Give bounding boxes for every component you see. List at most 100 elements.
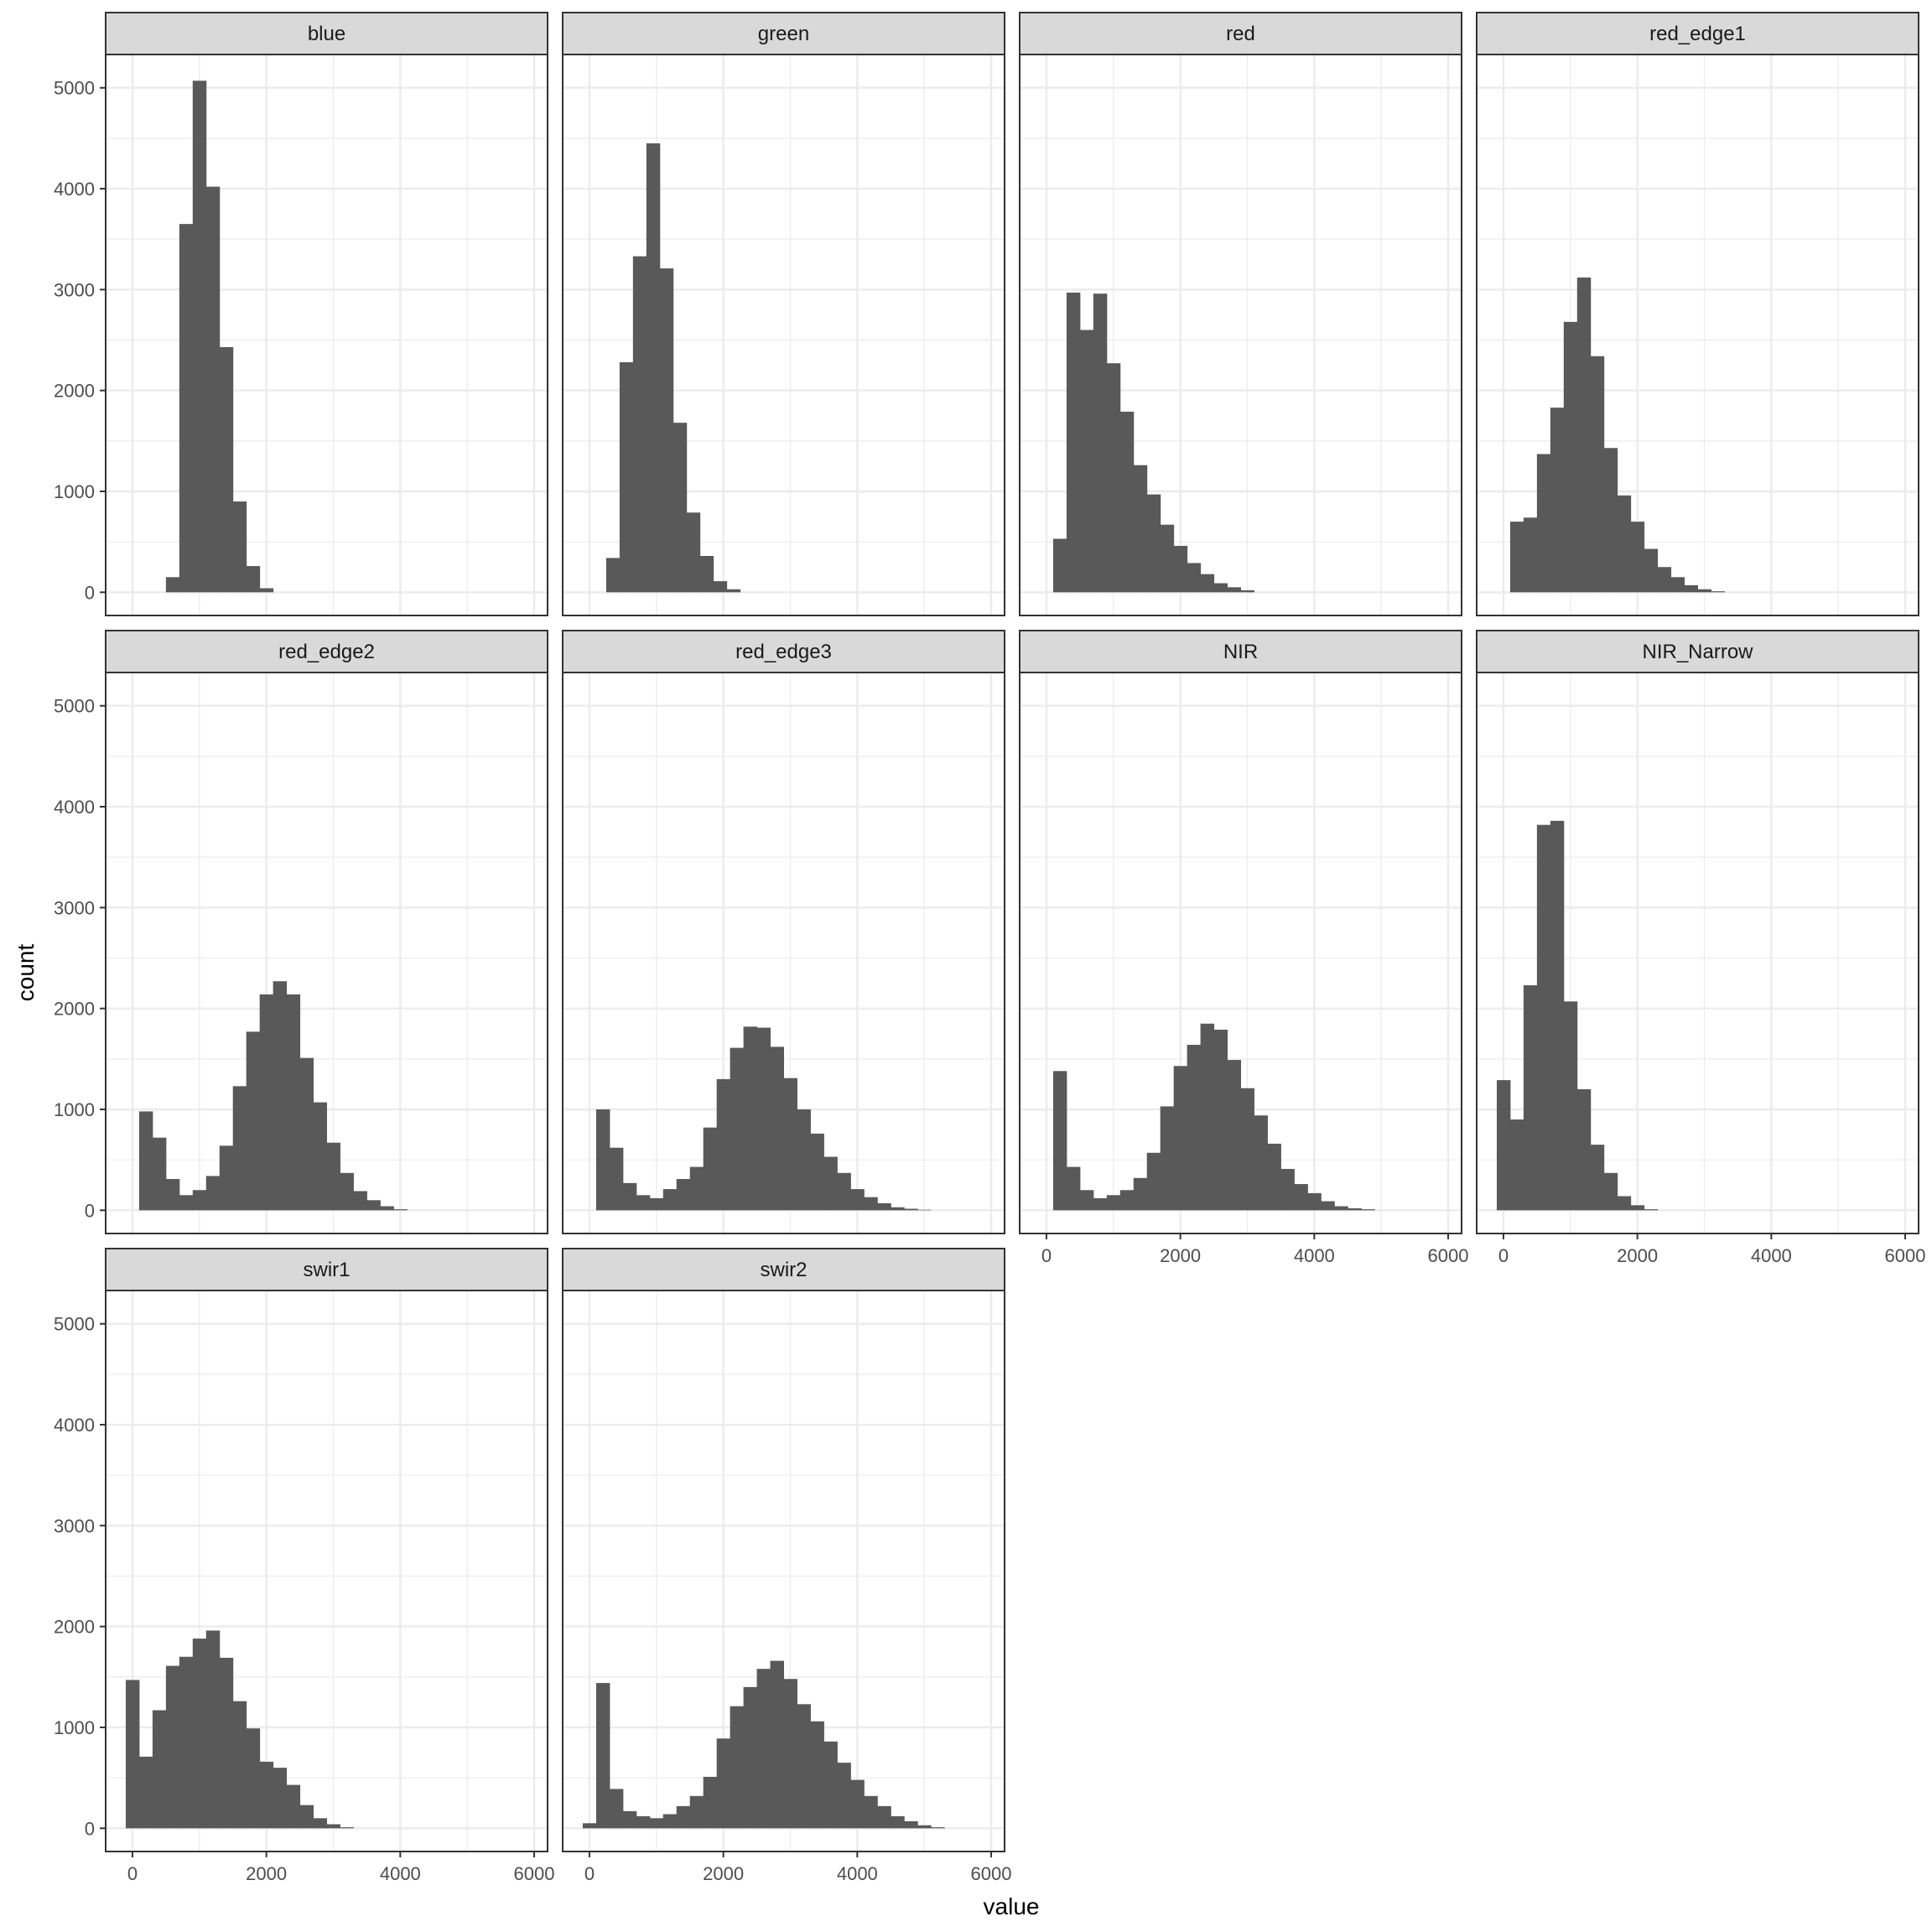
histogram-bar (1603, 1172, 1618, 1211)
facet-strip-label: red_edge1 (1649, 23, 1746, 45)
y-tick-label: 2000 (54, 1617, 95, 1638)
histogram-bar (891, 1815, 905, 1829)
y-tick-label: 0 (85, 582, 95, 603)
x-tick-label: 2000 (1617, 1245, 1658, 1266)
histogram-bar (686, 512, 701, 593)
histogram-bar (1093, 1197, 1108, 1211)
histogram-bar (1576, 277, 1592, 593)
histogram-bar (138, 1756, 153, 1829)
x-tick-label: 6000 (514, 1863, 555, 1884)
histogram-bar (205, 1630, 221, 1829)
histogram-bar (891, 1207, 905, 1211)
histogram-bar (1711, 591, 1725, 593)
histogram-bar (917, 1825, 932, 1829)
histogram-bar (232, 1701, 247, 1829)
y-tick-label: 1000 (54, 1099, 95, 1120)
histogram-bar (1697, 589, 1711, 593)
histogram-bar (165, 1179, 180, 1211)
histogram-bar (1106, 1195, 1121, 1211)
histogram-bar (1294, 1184, 1308, 1211)
histogram-bar (810, 1721, 824, 1829)
histogram-bar (205, 186, 221, 593)
histogram-bar (619, 361, 634, 593)
facet-strip-label: red (1226, 23, 1255, 45)
histogram-bar (673, 423, 688, 593)
histogram-bar (366, 1200, 381, 1211)
facet-strip-label: swir1 (303, 1259, 350, 1281)
histogram-bar (904, 1820, 918, 1829)
histogram-bar (1066, 292, 1081, 593)
histogram-bar (286, 1784, 301, 1829)
histogram-bar (622, 1810, 637, 1829)
facet-strip-label: NIR (1223, 641, 1258, 663)
histogram-bar (179, 1195, 194, 1211)
histogram-bar (1227, 587, 1241, 593)
y-tick-label: 5000 (54, 1314, 95, 1335)
x-tick-label: 4000 (1294, 1245, 1335, 1266)
y-axis-title: count (13, 944, 39, 1002)
histogram-bar (1563, 1001, 1578, 1211)
histogram-bar (1536, 824, 1551, 1211)
histogram-bar (1187, 1044, 1202, 1211)
facet-strip (562, 1248, 1005, 1291)
histogram-bar (595, 1683, 610, 1829)
histogram-bar (165, 577, 180, 593)
histogram-bar (877, 1202, 891, 1211)
facet-strip-label: blue (308, 23, 345, 45)
histogram-bar (1267, 1143, 1281, 1211)
histogram-bar (676, 1179, 691, 1211)
histogram-bar (783, 1679, 797, 1829)
facet-panel-NIR: NIR (1019, 630, 1462, 1234)
histogram-bar (622, 1182, 637, 1211)
histogram-bar (1603, 448, 1618, 593)
histogram-bar (1133, 1177, 1148, 1211)
x-tick-label: 2000 (703, 1863, 744, 1884)
histogram-bar (864, 1795, 878, 1829)
histogram-bar (1657, 567, 1672, 593)
x-tick-label: 4000 (380, 1863, 421, 1884)
histogram-bar (1617, 495, 1632, 593)
histogram-bar (1052, 538, 1067, 593)
histogram-bar (1200, 574, 1215, 593)
histogram-bar (917, 1209, 932, 1211)
histogram-bar (1617, 1196, 1632, 1211)
histogram-bar (713, 581, 728, 593)
y-tick-label: 3000 (54, 897, 95, 918)
histogram-bar (703, 1776, 718, 1829)
y-tick-label: 1000 (54, 481, 95, 502)
x-tick-label: 6000 (971, 1863, 1012, 1884)
histogram-bar (259, 588, 274, 593)
y-tick-label: 5000 (54, 696, 95, 717)
histogram-bar (1509, 522, 1524, 593)
histogram-bar (649, 1818, 664, 1829)
histogram-bar (636, 1195, 651, 1211)
histogram-bar (756, 1027, 771, 1211)
histogram-bar (716, 1738, 731, 1829)
histogram-bar (1334, 1206, 1348, 1211)
x-tick-label: 2000 (1160, 1245, 1201, 1266)
histogram-bar (1173, 545, 1188, 593)
histogram-bar (192, 80, 207, 593)
histogram-bar (1240, 1088, 1254, 1211)
histogram-bar (313, 1102, 327, 1211)
histogram-bar (1348, 1208, 1362, 1211)
facet-panel-swir1: swir1 (105, 1248, 548, 1852)
facet-strip-label: red_edge3 (735, 641, 832, 663)
x-tick-label: 6000 (1428, 1245, 1469, 1266)
histogram-bar (1119, 1190, 1135, 1211)
facet-strip (1019, 630, 1462, 673)
facet-panel-green: green (562, 12, 1005, 616)
facet-panel-red_edge1: red_edge1 (1476, 12, 1919, 616)
y-tick-label: 2000 (54, 999, 95, 1020)
histogram-bar (770, 1660, 784, 1829)
histogram-bar (743, 1026, 758, 1211)
histogram-bar (273, 981, 288, 1211)
facet-panel-red_edge2: red_edge2 (105, 630, 548, 1234)
histogram-bar (1644, 1209, 1659, 1211)
histogram-bar (1509, 1119, 1524, 1211)
histogram-bar (1133, 465, 1148, 593)
histogram-bar (340, 1827, 354, 1829)
x-tick-label: 6000 (1885, 1245, 1926, 1266)
x-tick-label: 0 (1498, 1245, 1509, 1266)
